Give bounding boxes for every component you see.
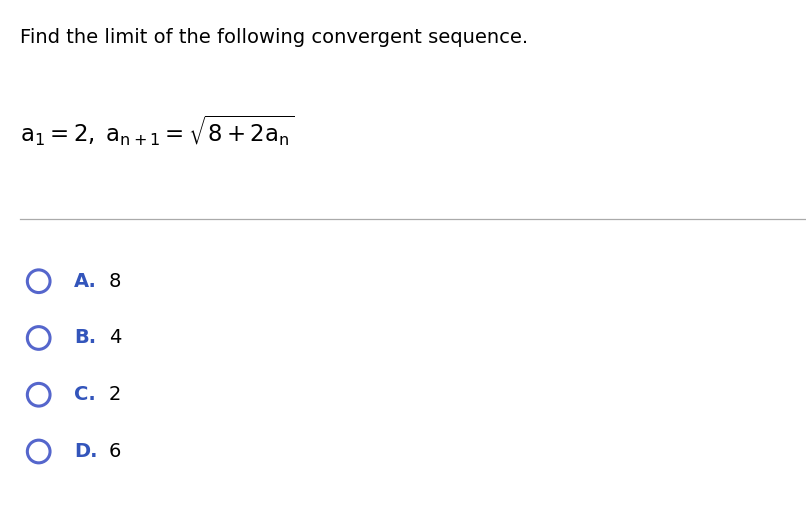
Text: B.: B. (74, 329, 96, 347)
Text: 4: 4 (109, 329, 121, 347)
Text: D.: D. (74, 442, 98, 461)
Text: 8: 8 (109, 272, 121, 291)
Text: C.: C. (74, 385, 96, 404)
Text: 2: 2 (109, 385, 121, 404)
Text: $\mathrm{a_1 = 2, \; a_{n+1} = \sqrt{8 + 2a_n}}$: $\mathrm{a_1 = 2, \; a_{n+1} = \sqrt{8 +… (20, 114, 294, 148)
Text: A.: A. (74, 272, 97, 291)
Text: 6: 6 (109, 442, 121, 461)
Text: Find the limit of the following convergent sequence.: Find the limit of the following converge… (20, 28, 528, 47)
